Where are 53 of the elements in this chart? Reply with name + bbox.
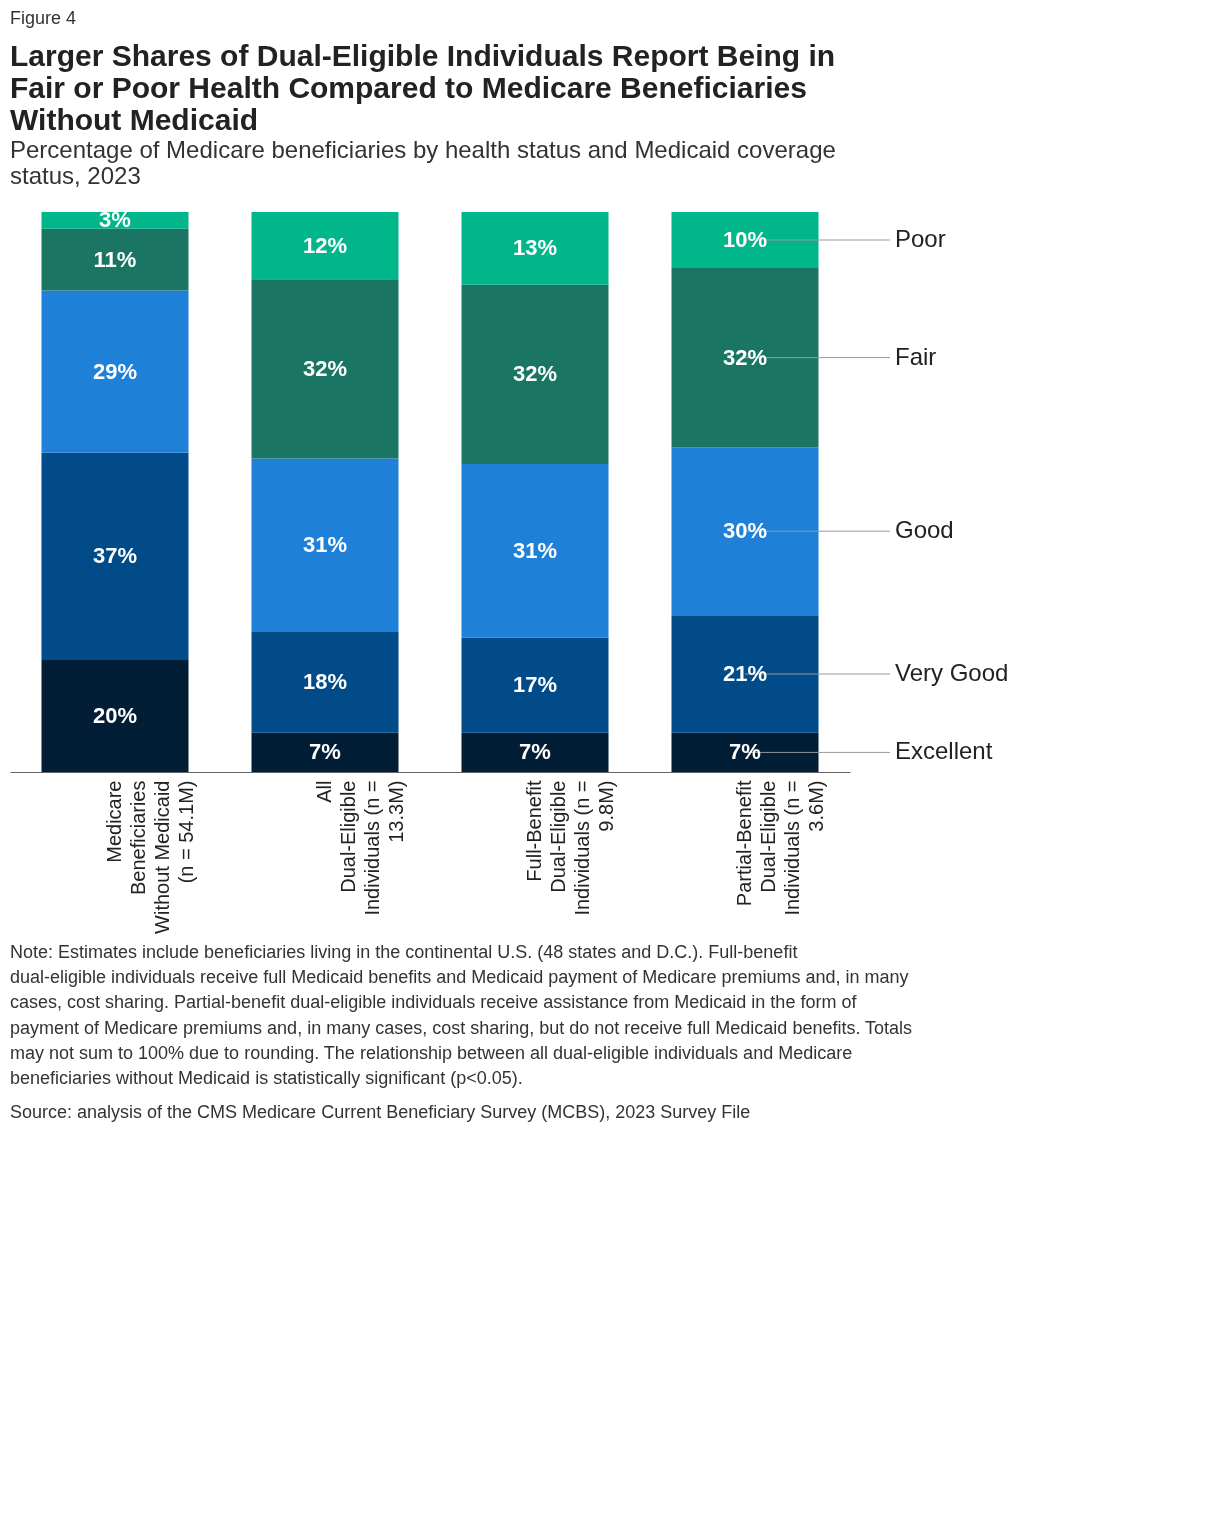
- text: Very Good: [895, 659, 1009, 686]
- bar: [41, 228, 189, 291]
- bar: [671, 447, 819, 616]
- data-label: 10%: [722, 227, 768, 252]
- bar: [671, 615, 819, 733]
- data-label: 3%: [99, 207, 131, 233]
- data-label: 30%: [722, 518, 768, 544]
- data-label: 37%: [92, 543, 138, 569]
- bar: [251, 212, 399, 280]
- source-note: Source: analysis of the CMS Medicare Current Beneficiary Survey (MCBS), 2023 Survey File: [10, 1102, 751, 1122]
- bar: [461, 732, 609, 772]
- bar: [251, 458, 399, 632]
- data-label: 11%: [93, 246, 137, 272]
- data-label: 31%: [302, 532, 348, 558]
- bar: [251, 732, 399, 772]
- data-label: 7%: [519, 739, 551, 765]
- bar: [41, 290, 189, 453]
- x-tick-label: Medicare Beneficiaries Without Medicaid (n = 54.1M): [103, 780, 197, 934]
- data-label: 31%: [512, 537, 558, 563]
- data-label: 7%: [729, 739, 761, 765]
- bar: [461, 464, 609, 638]
- x-tick-label: Partial-Benefit Dual-Eligible Individuals (n = 3.6M): [733, 780, 827, 916]
- bar: [461, 637, 609, 733]
- chart-title: Larger Shares of Dual-Eligible Individuals Report Being in Fair or Poor Health Compared to Medicare Beneficiaries Without Medicaid: [10, 39, 836, 137]
- data-label: 29%: [92, 358, 138, 384]
- x-tick-label: Full-Benefit Dual-Eligible Individuals (n = 9.8M): [523, 780, 617, 916]
- text: Excellent: [895, 737, 993, 765]
- text: Fair: [895, 342, 937, 370]
- data-label: 12%: [302, 232, 348, 258]
- chart-subtitle: Percentage of Medicare beneficiaries by health status and Medicaid coverage status, 2023: [10, 136, 836, 190]
- bar: [41, 452, 189, 660]
- bar: [251, 632, 399, 733]
- bar: [41, 660, 189, 772]
- data-label: 13%: [512, 235, 558, 261]
- text: Note: Estimates include beneficiaries living in the continental U.S. (48 states and D.C.). Full-benefit dual-eligible individuals receive full Medicaid benefits and Medicaid payment of Medicare premiums and, in many cases, cost sharing. Partial-benefit dual-eligible individuals receive assistance from Medicaid in the form of payment of Medicare premiums and, in many cases, cost sharing, but do not receive full Medicaid benefits. Totals may not sum to 100% due to rounding. The relationship between all dual-eligible individuals and Medicare beneficiaries without Medicaid is statistically significant (p<0.05).: [10, 942, 913, 1088]
- data-label: 7%: [309, 739, 341, 765]
- data-label: 32%: [722, 344, 768, 370]
- data-label: 20%: [92, 703, 138, 728]
- data-label: 32%: [512, 361, 558, 387]
- x-tick-label: All Dual-Eligible Individuals (n = 13.3M): [313, 780, 407, 916]
- bar: [671, 268, 819, 448]
- data-label: 18%: [302, 669, 348, 695]
- data-label: 32%: [302, 355, 348, 381]
- data-label: 21%: [722, 661, 768, 686]
- bar: [671, 732, 819, 772]
- bar: [461, 284, 609, 464]
- text: Good: [895, 516, 954, 544]
- bar: [251, 279, 399, 459]
- bar: [671, 212, 819, 268]
- text: Poor: [895, 225, 946, 252]
- bar: [461, 212, 609, 285]
- data-label: 17%: [512, 672, 558, 698]
- caption: Figure 4: [10, 8, 77, 28]
